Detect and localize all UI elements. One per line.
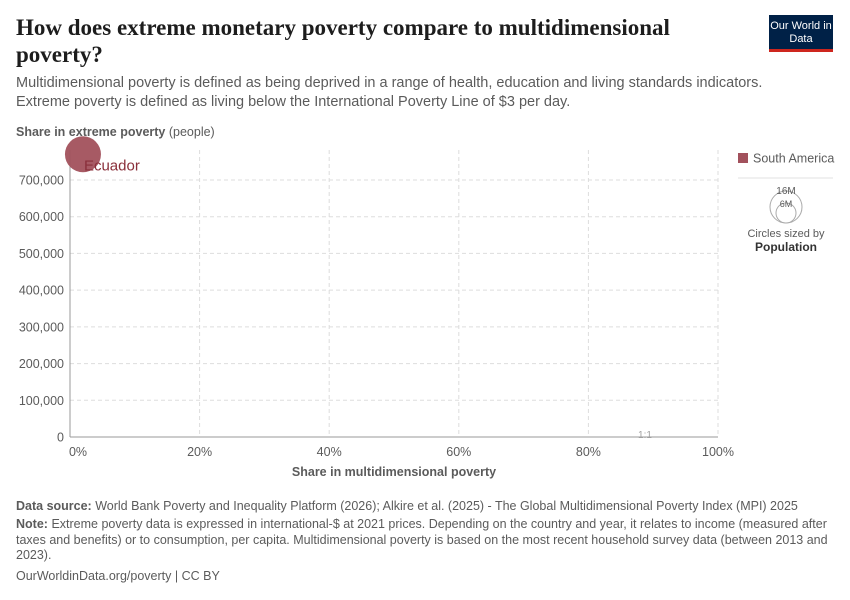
chart-title: How does extreme monetary poverty compar… [16,15,670,67]
y-tick-label: 300,000 [19,320,64,334]
x-tick-label: 20% [187,445,212,459]
data-point-label: Ecuador [84,157,140,174]
legend-swatch-south-america[interactable] [738,153,748,163]
size-legend-caption: Circles sized by [747,228,825,240]
size-legend-label-small: 6M [780,199,793,209]
y-tick-label: 100,000 [19,394,64,408]
legend-item-south-america[interactable]: South America [753,152,834,166]
x-tick-label: 100% [702,445,734,459]
y-tick-label: 500,000 [19,247,64,261]
y-tick-label: 700,000 [19,174,64,188]
x-axis-label: Share in multidimensional poverty [292,465,496,479]
y-tick-label: 0 [57,431,64,445]
owid-logo[interactable]: Our World in Data [769,15,833,52]
x-tick-label: 80% [576,445,601,459]
size-legend-label-large: 16M [776,186,795,197]
x-tick-label: 40% [317,445,342,459]
data-point-ecuador[interactable] [64,136,101,173]
size-legend-variable: Population [755,240,817,254]
y-tick-label: 400,000 [19,284,64,298]
x-tick-label: 0% [69,445,87,459]
y-tick-label: 600,000 [19,210,64,224]
license-link[interactable]: OurWorldinData.org/poverty | CC BY [16,569,220,583]
chart-subtitle: Multidimensional poverty is defined as b… [16,75,763,110]
note: Note: Extreme poverty data is expressed … [16,517,828,562]
size-legend-circle-small [775,202,797,224]
x-tick-label: 60% [446,445,471,459]
reference-line-label: 1:1 [638,430,652,441]
y-tick-label: 200,000 [19,357,64,371]
data-source: Data source: World Bank Poverty and Ineq… [16,499,798,513]
y-axis-label: Share in extreme poverty (people) [16,125,215,139]
